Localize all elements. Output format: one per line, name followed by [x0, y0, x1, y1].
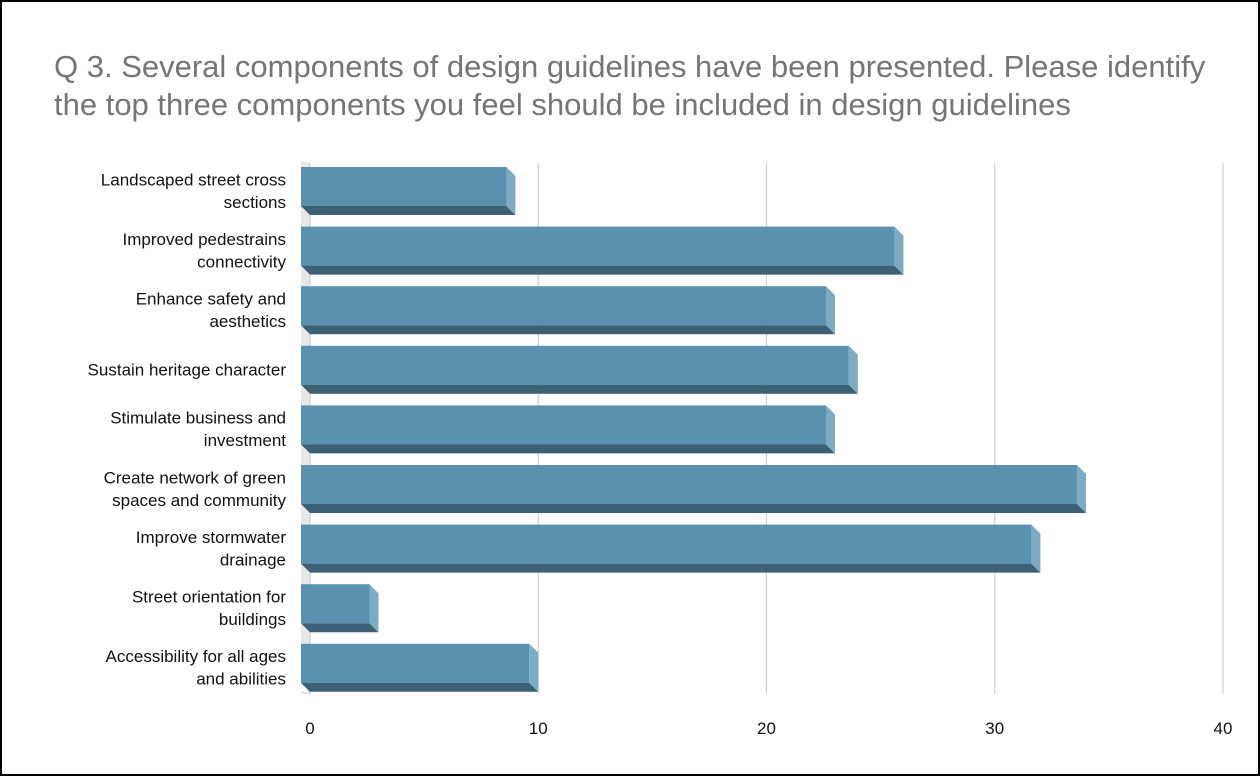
bar-side-face	[369, 584, 379, 633]
bar	[301, 167, 507, 206]
chart-title: Q 3. Several components of design guidel…	[54, 49, 1206, 122]
category-label: buildings	[219, 610, 286, 629]
category-label: Street orientation for	[132, 587, 286, 606]
category-label: aesthetics	[209, 312, 286, 331]
category-label: Landscaped street cross	[101, 170, 286, 189]
x-tick-label: 40	[1214, 719, 1233, 738]
x-tick-label: 0	[305, 719, 314, 738]
bar-bottom-face	[301, 504, 1087, 513]
x-tick-label: 20	[757, 719, 776, 738]
bar-side-face	[825, 405, 835, 454]
category-label: Enhance safety and	[136, 289, 286, 308]
bar	[301, 286, 826, 326]
bar-bottom-face	[301, 384, 858, 394]
bar-bottom-face	[301, 325, 835, 335]
category-label: connectivity	[197, 252, 286, 271]
category-label: Accessibility for all ages	[106, 647, 286, 666]
bar-bottom-face	[301, 623, 379, 633]
category-label: Improve stormwater	[136, 528, 287, 547]
bar-bottom-face	[301, 206, 516, 215]
plot-floor	[300, 691, 311, 695]
bar	[301, 465, 1078, 504]
bar-side-face	[506, 167, 516, 215]
category-label: Improved pedestrains	[123, 230, 286, 249]
bar	[301, 584, 370, 624]
bar	[301, 524, 1032, 564]
category-label: spaces and community	[112, 491, 286, 510]
bar	[301, 345, 849, 385]
bar-side-face	[825, 286, 835, 335]
bar-side-face	[529, 643, 539, 692]
category-label: Stimulate business and	[110, 409, 286, 428]
x-tick-label: 10	[529, 719, 548, 738]
bar-bottom-face	[301, 444, 835, 454]
bar	[301, 405, 826, 445]
category-label: sections	[224, 193, 286, 212]
category-label: Sustain heritage character	[88, 360, 287, 379]
category-label: Create network of green	[104, 468, 286, 487]
category-label: and abilities	[196, 670, 286, 689]
bar	[301, 643, 530, 683]
bar	[301, 226, 895, 266]
x-tick-label: 30	[985, 719, 1004, 738]
bar-side-face	[894, 226, 904, 275]
category-label: drainage	[220, 550, 286, 569]
bar-bottom-face	[301, 682, 539, 692]
bar-bottom-face	[301, 563, 1041, 573]
bar-side-face	[1031, 524, 1041, 573]
category-label: investment	[204, 431, 286, 450]
bar-side-face	[848, 345, 858, 394]
bar-bottom-face	[301, 265, 904, 275]
bar-side-face	[1077, 465, 1087, 513]
